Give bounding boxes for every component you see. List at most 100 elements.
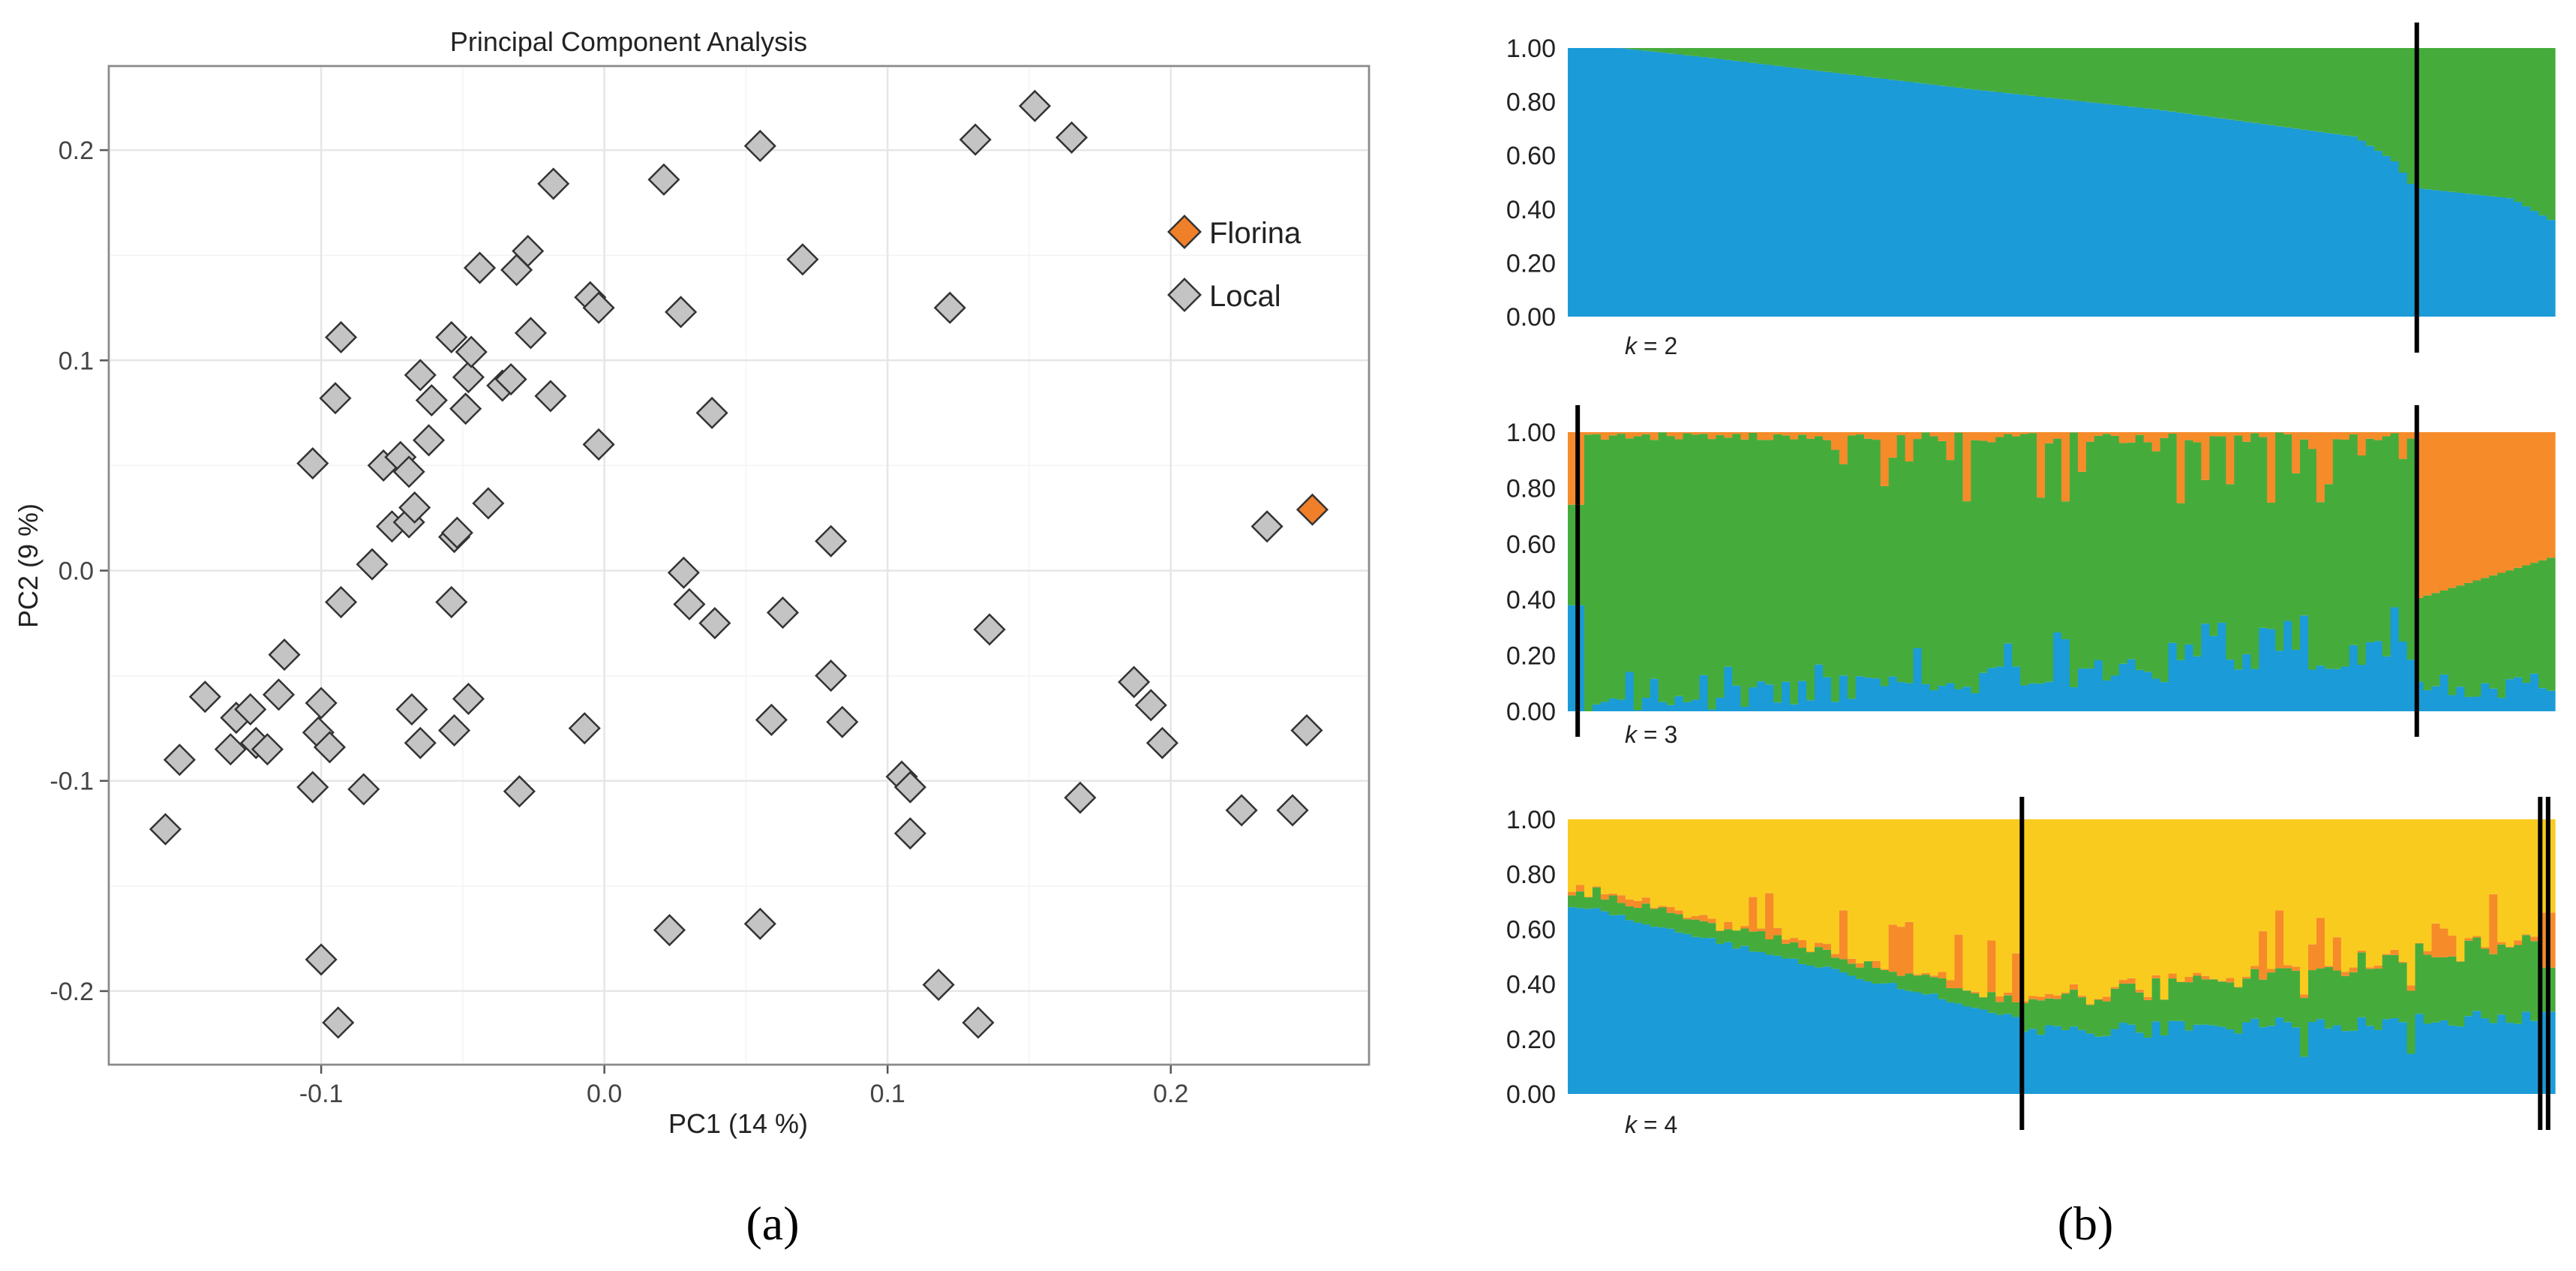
structure-segment-yellow — [1765, 819, 1774, 893]
structure-segment-green — [2250, 48, 2259, 123]
structure-segment-green — [2086, 1005, 2095, 1033]
structure-segment-green — [1848, 435, 1857, 699]
structure-segment-yellow — [1806, 819, 1815, 951]
structure-segment-green — [2382, 48, 2391, 156]
structure-segment-blue — [1790, 959, 1799, 1094]
structure-segment-blue — [1568, 48, 1577, 317]
structure-segment-green — [2086, 442, 2095, 669]
structure-segment-green — [2045, 443, 2054, 682]
structure-segment-blue — [1914, 992, 1923, 1094]
structure-segment-yellow — [2086, 819, 2095, 1004]
structure-segment-blue — [2037, 1035, 2046, 1094]
structure-segment-green — [2514, 568, 2523, 678]
structure-segment-green — [1699, 434, 1708, 675]
structure-segment-blue — [1905, 684, 1914, 711]
structure-segment-green — [2028, 48, 2037, 96]
structure-segment-blue — [2391, 1018, 2400, 1094]
structure-segment-green — [1732, 930, 1741, 948]
structure-segment-green — [2325, 48, 2334, 133]
structure-segment-green — [2464, 48, 2473, 194]
structure-segment-green — [2103, 434, 2112, 681]
structure-segment-green — [2111, 48, 2120, 105]
structure-segment-blue — [2358, 1017, 2367, 1094]
structure-segment-yellow — [2382, 819, 2391, 954]
structure-segment-yellow — [1839, 819, 1848, 910]
structure-k-label: k = 3 — [1625, 721, 1677, 748]
structure-segment-green — [2341, 440, 2350, 666]
structure-segment-green — [2497, 48, 2506, 197]
structure-segment-green — [2169, 434, 2178, 643]
structure-segment-blue — [1576, 48, 1585, 317]
structure-segment-green — [2341, 976, 2350, 1031]
structure-segment-yellow — [1905, 819, 1914, 922]
structure-y-tick-label: 1.00 — [1506, 806, 1556, 834]
structure-segment-blue — [2226, 119, 2235, 317]
structure-segment-green — [1856, 48, 1865, 76]
structure-segment-green — [1609, 435, 1618, 699]
structure-segment-green — [2144, 48, 2153, 109]
structure-segment-blue — [2505, 679, 2514, 711]
structure-segment-green — [2399, 48, 2408, 173]
structure-segment-blue — [1667, 929, 1676, 1094]
structure-segment-blue — [1593, 908, 1602, 1094]
structure-segment-orange — [2424, 951, 2433, 955]
structure-segment-green — [2127, 984, 2136, 1025]
structure-segment-blue — [2333, 1026, 2342, 1094]
structure-y-tick-label: 0.20 — [1506, 249, 1556, 278]
structure-segment-blue — [2275, 1017, 2284, 1094]
structure-segment-green — [2316, 969, 2325, 1020]
structure-segment-green — [2514, 945, 2523, 1024]
structure-segment-green — [2489, 954, 2498, 1023]
structure-segment-green — [2275, 48, 2284, 126]
structure-segment-blue — [2522, 1011, 2531, 1094]
structure-segment-orange — [2078, 432, 2087, 472]
structure-segment-green — [1946, 988, 1955, 1002]
structure-segment-green — [1930, 48, 1939, 85]
structure-segment-orange — [1584, 432, 1593, 434]
structure-segment-orange — [2275, 432, 2284, 433]
structure-segment-blue — [1872, 678, 1881, 711]
structure-segment-green — [1914, 975, 1923, 992]
structure-segment-orange — [1626, 432, 1635, 438]
structure-segment-blue — [1979, 1009, 1988, 1094]
structure-segment-orange — [1626, 900, 1635, 906]
structure-segment-green — [1938, 48, 1947, 86]
structure-segment-green — [2415, 943, 2424, 1014]
structure-segment-green — [2078, 472, 2087, 669]
structure-segment-orange — [1724, 922, 1733, 930]
structure-segment-green — [2103, 1002, 2112, 1036]
structure-segment-green — [2119, 48, 2128, 106]
structure-segment-orange — [1962, 432, 1971, 501]
structure-segment-green — [2037, 48, 2046, 97]
structure-segment-blue — [2086, 102, 2095, 317]
structure-segment-yellow — [1683, 819, 1692, 918]
structure-segment-green — [2497, 572, 2506, 698]
pca-y-tick-label: -0.2 — [50, 978, 94, 1006]
structure-segment-orange — [1732, 432, 1741, 434]
structure-segment-blue — [1576, 908, 1585, 1094]
structure-segment-green — [1675, 48, 1684, 54]
structure-segment-blue — [2111, 105, 2120, 317]
structure-segment-green — [2472, 938, 2481, 1011]
structure-segment-orange — [2259, 432, 2268, 437]
structure-segment-green — [2464, 941, 2473, 1017]
structure-segment-orange — [2234, 432, 2243, 435]
structure-segment-green — [1856, 968, 1865, 979]
structure-segment-orange — [2547, 432, 2556, 557]
structure-segment-orange — [2308, 945, 2317, 970]
structure-segment-yellow — [2325, 819, 2334, 966]
structure-segment-blue — [2407, 660, 2416, 711]
structure-segment-green — [2275, 968, 2284, 1017]
structure-segment-blue — [2522, 683, 2531, 711]
structure-segment-orange — [2341, 972, 2350, 976]
structure-segment-green — [1790, 942, 1799, 959]
structure-segment-orange — [2201, 432, 2210, 480]
structure-segment-green — [2308, 970, 2317, 1022]
structure-segment-blue — [1831, 702, 1840, 711]
structure-bars — [1568, 432, 2556, 711]
structure-segment-orange — [2432, 432, 2441, 593]
structure-segment-blue — [2399, 173, 2408, 317]
structure-segment-yellow — [1790, 819, 1799, 938]
structure-segment-blue — [2250, 1019, 2259, 1094]
structure-segment-blue — [1675, 54, 1684, 317]
